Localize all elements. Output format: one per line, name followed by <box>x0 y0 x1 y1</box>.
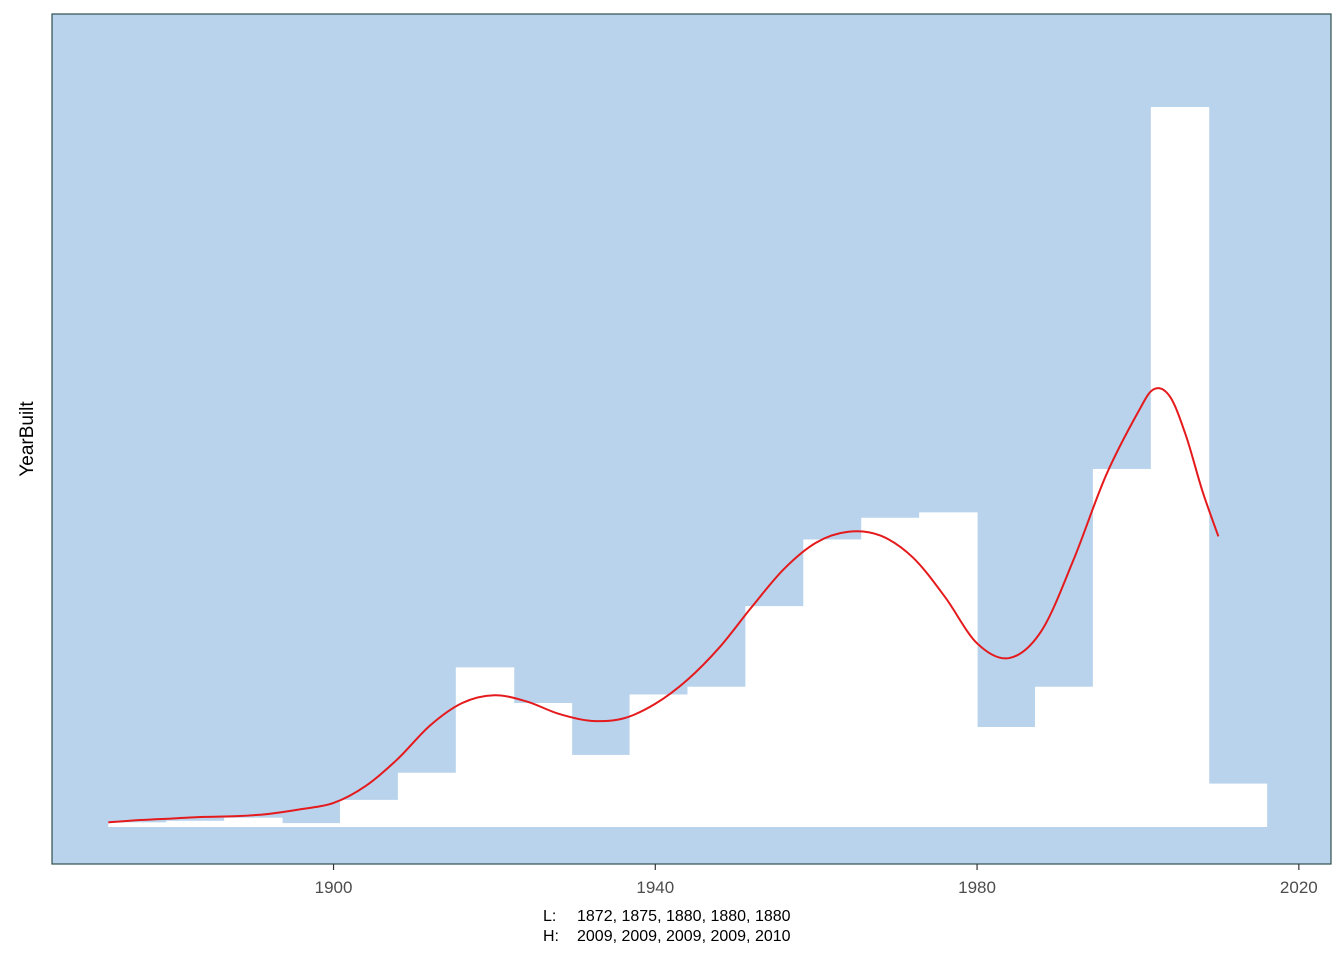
x-tick-label: 1980 <box>958 878 996 897</box>
extreme-values-footer: L: 1872, 1875, 1880, 1880, 1880 H: 2009, 20… <box>543 908 791 945</box>
footer-prefix: L: <box>543 908 556 925</box>
histogram-bar <box>166 820 225 827</box>
histogram-bar <box>977 727 1036 827</box>
histogram-bar <box>861 517 920 827</box>
histogram-bar <box>687 686 746 827</box>
histogram-bar <box>1092 468 1152 827</box>
y-axis-title: YearBuilt <box>17 401 38 477</box>
histogram-bar <box>571 754 631 827</box>
histogram-bar <box>1034 686 1094 827</box>
histogram-bar <box>1150 107 1210 827</box>
histogram-bar <box>803 539 862 827</box>
histogram-bar <box>224 817 283 827</box>
histogram-bar <box>455 667 515 827</box>
x-tick-label: 2020 <box>1280 878 1318 897</box>
histogram-bar <box>397 772 457 827</box>
histogram-bar <box>108 822 167 827</box>
plot-panel-border <box>51 13 1332 865</box>
histogram-bar <box>513 703 573 827</box>
x-axis: 1900 1940 1980 2020 <box>315 864 1318 897</box>
histogram-bar <box>339 799 399 827</box>
histogram-bar <box>282 823 341 827</box>
histogram-bar <box>745 606 804 827</box>
footer-prefix: H: <box>543 928 559 945</box>
footer-values: 1872, 1875, 1880, 1880, 1880 <box>577 908 791 925</box>
histogram-bar <box>919 512 978 827</box>
density-curve <box>108 387 1220 824</box>
footer-values: 2009, 2009, 2009, 2009, 2010 <box>577 928 791 945</box>
histogram-bar <box>1208 783 1268 827</box>
histogram-bar <box>629 694 688 827</box>
x-tick-label: 1900 <box>315 878 353 897</box>
histogram-bars <box>108 107 1268 827</box>
x-tick-label: 1940 <box>636 878 674 897</box>
